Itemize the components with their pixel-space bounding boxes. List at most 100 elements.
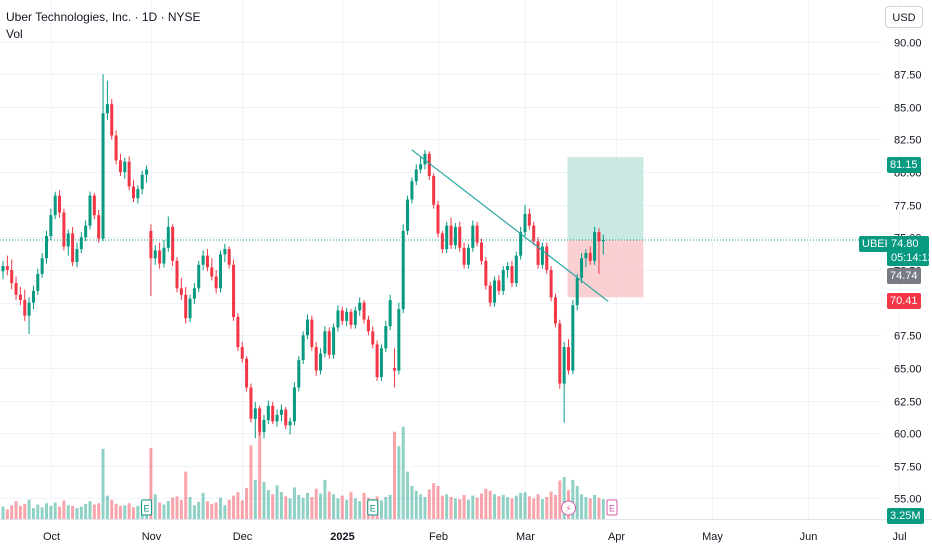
volume-bar <box>214 502 218 519</box>
volume-bar <box>179 499 183 519</box>
candle-body <box>192 288 196 299</box>
candle-body <box>245 358 249 388</box>
candle-body <box>240 347 244 359</box>
volume-bar <box>523 492 527 519</box>
candle-body <box>153 250 157 259</box>
volume-bar <box>593 494 597 519</box>
candle-body <box>484 260 488 286</box>
chart-grid <box>0 0 900 518</box>
candle-body <box>562 347 566 384</box>
volume-bar <box>453 498 457 519</box>
candle-body <box>519 232 523 256</box>
volume-bar <box>323 479 327 519</box>
volume-bar <box>45 503 48 519</box>
candle-body <box>549 270 553 298</box>
candle-body <box>371 331 375 345</box>
volume-bar <box>110 499 114 519</box>
candle-body <box>92 195 96 216</box>
earnings-marker[interactable] <box>141 499 153 516</box>
volume-bar <box>393 431 396 519</box>
volume-bar <box>14 501 18 519</box>
candle-body <box>275 414 279 422</box>
target-zone[interactable] <box>567 157 644 240</box>
volume-bar <box>406 471 410 519</box>
volume-bar <box>84 503 88 519</box>
price-tick-label: 57.50 <box>894 462 922 474</box>
candlesticks <box>1 74 605 439</box>
price-tick-label: 60.00 <box>894 429 922 441</box>
candle-body <box>580 258 584 278</box>
dividend-marker[interactable] <box>561 500 576 516</box>
volume-bar <box>118 505 122 519</box>
volume-bar <box>397 446 401 519</box>
volume-bar <box>49 505 53 519</box>
volume-bar <box>75 508 79 519</box>
candle-body <box>375 344 379 378</box>
volume-bar <box>171 497 175 519</box>
volume-bar <box>219 497 222 519</box>
candle-body <box>179 288 183 295</box>
candle-body <box>114 135 118 161</box>
candle-body <box>553 297 557 324</box>
candle-body <box>210 267 214 277</box>
time-tick-label: 2025 <box>330 531 354 543</box>
earnings-marker-label: E <box>144 504 150 514</box>
volume-bar <box>288 498 292 519</box>
volume-bar <box>262 481 266 519</box>
currency-button[interactable]: USD <box>885 6 923 28</box>
candle-body <box>345 311 349 321</box>
volume-bar <box>236 492 240 519</box>
candle-body <box>136 189 140 199</box>
volume-bars <box>1 426 605 519</box>
volume-bar <box>297 494 301 519</box>
volume-bar <box>384 497 388 519</box>
volume-bar <box>353 498 357 519</box>
earnings-marker[interactable] <box>367 499 379 516</box>
volume-bar <box>458 499 462 519</box>
volume-bar <box>545 497 549 519</box>
volume-bar <box>227 499 231 519</box>
volume-bar <box>127 503 131 519</box>
candle-body <box>445 225 449 250</box>
volume-bar <box>192 505 196 519</box>
price-axis: 90.0087.5085.0082.5080.0077.5075.0072.50… <box>894 38 922 506</box>
volume-bar <box>388 494 392 519</box>
event-markers: E E ⚡ E <box>141 499 618 516</box>
candle-body <box>140 174 144 190</box>
candle-body <box>188 298 192 319</box>
candle-body <box>66 233 70 247</box>
candle-body <box>353 310 357 325</box>
candle-body <box>62 212 66 247</box>
volume-bar <box>205 501 209 519</box>
volume-bar <box>188 497 192 519</box>
volume-bar <box>527 496 531 519</box>
candle-body <box>27 302 31 316</box>
candle-body <box>14 283 18 295</box>
volume-bar <box>266 490 270 519</box>
volume-bar <box>440 495 444 519</box>
time-tick-label: Oct <box>43 531 60 543</box>
volume-bar <box>588 498 592 519</box>
candle-body <box>332 327 336 355</box>
symbol-label: UBER <box>859 236 896 252</box>
volume-bar <box>92 504 96 519</box>
candle-body <box>432 176 436 205</box>
volume-bar <box>532 498 536 519</box>
candle-body <box>201 255 205 265</box>
candle-body <box>53 195 57 216</box>
earnings-marker[interactable] <box>606 499 618 516</box>
trendline[interactable] <box>411 149 609 302</box>
volume-label: Vol <box>6 27 23 41</box>
candle-body <box>436 204 440 234</box>
stop-zone[interactable] <box>567 239 644 298</box>
time-tick-label: Dec <box>233 531 253 543</box>
candle-body <box>540 246 544 265</box>
candle-body <box>453 226 457 246</box>
candle-body <box>410 181 414 200</box>
volume-bar <box>249 445 253 519</box>
candle-body <box>401 230 405 310</box>
candle-body <box>171 226 175 261</box>
volume-bar <box>488 490 492 519</box>
volume-bar <box>471 495 475 519</box>
